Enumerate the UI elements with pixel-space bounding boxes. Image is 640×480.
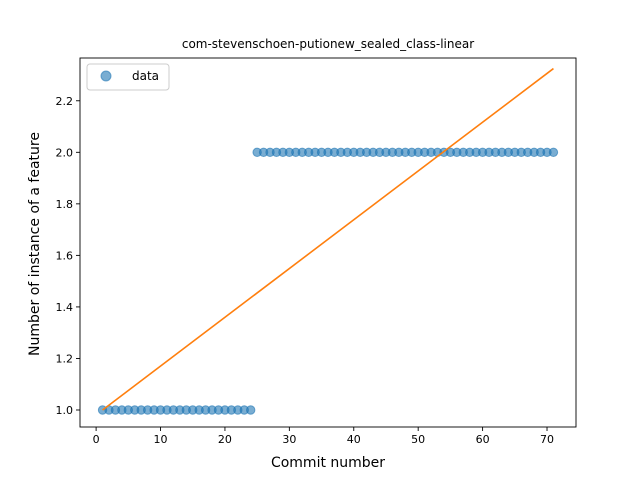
x-tick-label: 60 <box>476 433 490 446</box>
chart-title: com-stevenschoen-putionew_sealed_class-l… <box>182 37 474 51</box>
legend-box <box>86 63 170 91</box>
fit-line <box>102 67 554 411</box>
x-tick-label: 40 <box>347 433 361 446</box>
x-tick-label: 70 <box>540 433 554 446</box>
x-tick-label: 30 <box>282 433 296 446</box>
x-tick-label: 0 <box>93 433 100 446</box>
x-axis-title: Commit number <box>271 455 385 471</box>
legend-marker <box>100 70 112 82</box>
plot-area: 0 10 20 30 40 50 60 70 1.0 1.2 1.4 1.6 1.8 2.0 2.2 <box>56 57 577 446</box>
y-tick-label: 1.4 <box>56 301 74 314</box>
x-tick-label: 50 <box>411 433 425 446</box>
y-tick-label: 2.2 <box>56 95 74 108</box>
axes-frame <box>79 57 577 428</box>
legend: data <box>86 63 170 91</box>
legend-label: data <box>132 69 159 83</box>
data-point <box>548 147 559 158</box>
y-axis-title: Number of instance of a feature <box>27 132 43 356</box>
y-tick-label: 1.0 <box>56 404 74 417</box>
y-tick-label: 2.0 <box>56 146 74 159</box>
y-tick-label: 1.8 <box>56 198 74 211</box>
y-tick-label: 1.2 <box>56 352 74 365</box>
y-tick-label: 1.6 <box>56 249 74 262</box>
x-tick-label: 10 <box>154 433 168 446</box>
x-tick-label: 20 <box>218 433 232 446</box>
data-point <box>246 405 256 415</box>
